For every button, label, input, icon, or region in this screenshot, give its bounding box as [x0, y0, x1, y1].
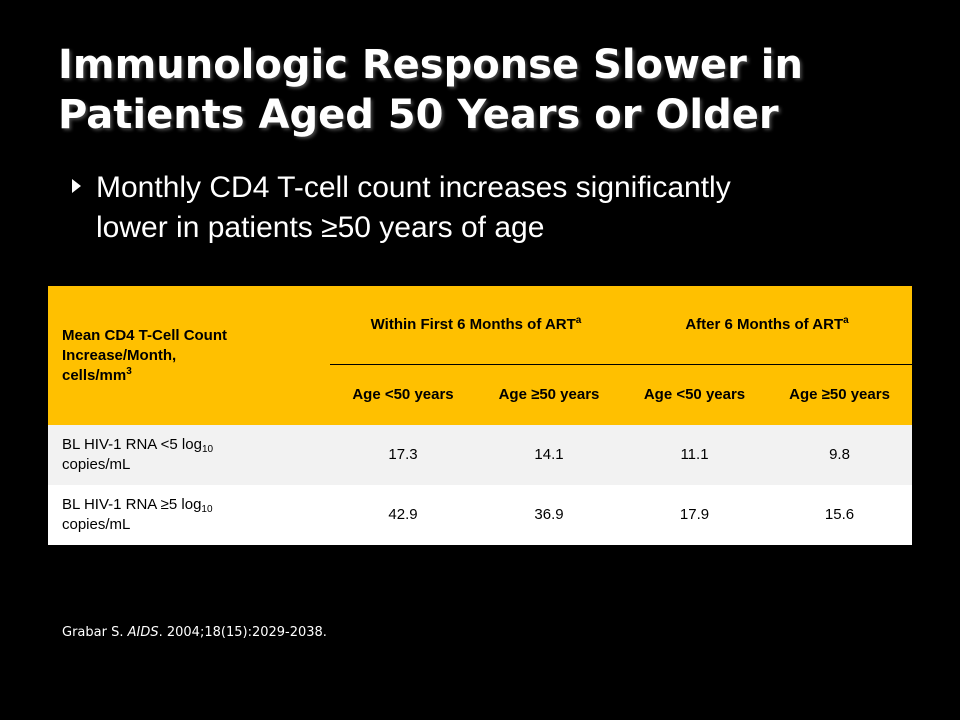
row-label-unit: copies/mL	[62, 456, 131, 473]
group-header-label: Within First 6 Months of ART	[370, 316, 576, 333]
subheader-cell: Age <50 years	[622, 364, 767, 425]
slide-title-line-1: Immunologic Response Slower in	[58, 42, 803, 88]
table-cell: 17.3	[330, 425, 476, 485]
citation-details: . 2004;18(15):2029-2038.	[158, 625, 327, 640]
table-cell: 42.9	[330, 485, 476, 545]
slide-title: Immunologic Response Slower in Patients …	[58, 40, 938, 140]
table-subheader-row: Age <50 years Age ≥50 years Age <50 year…	[48, 364, 913, 425]
row-label-subscript: 10	[201, 504, 213, 515]
slide-title-line-2: Patients Aged 50 Years or Older	[58, 92, 779, 138]
corner-header: Mean CD4 T-Cell Count Increase/Month, ce…	[48, 286, 330, 425]
row-label-subscript: 10	[201, 444, 214, 455]
row-label: BL HIV-1 RNA ≥5 log10 copies/mL	[48, 485, 330, 545]
bullet-text-line-1: Monthly CD4 T-cell count increases signi…	[96, 171, 731, 204]
group-header-footnote: a	[575, 315, 582, 326]
citation-author: Grabar S.	[62, 625, 128, 640]
subheader-cell: Age ≥50 years	[476, 364, 622, 425]
table-cell: 36.9	[476, 485, 622, 545]
bullet-text-line-2: lower in patients ≥50 years of age	[96, 211, 545, 244]
subheader-cell: Age <50 years	[330, 364, 476, 425]
subheader-cell: Age ≥50 years	[767, 364, 913, 425]
corner-header-line-1: Mean CD4 T-Cell Count	[62, 326, 228, 344]
group-header-footnote: a	[843, 315, 849, 326]
bullet-arrow-icon	[72, 179, 81, 193]
group-header-label: After 6 Months of ART	[685, 316, 844, 333]
row-label-text: BL HIV-1 RNA <5 log	[62, 436, 202, 453]
table-row: BL HIV-1 RNA <5 log10 copies/mL 17.3 14.…	[48, 425, 913, 485]
corner-header-superscript: 3	[126, 365, 132, 377]
table-cell: 17.9	[622, 485, 767, 545]
table-header-row: Mean CD4 T-Cell Count Increase/Month, ce…	[48, 286, 913, 425]
bullet-text: Monthly CD4 T-cell count increases signi…	[96, 168, 731, 248]
table-cell: 9.8	[767, 425, 913, 485]
row-label: BL HIV-1 RNA <5 log10 copies/mL	[48, 425, 330, 485]
cd4-increase-table: Mean CD4 T-Cell Count Increase/Month, ce…	[48, 286, 913, 545]
table-cell: 11.1	[622, 425, 767, 485]
group-header-first-6-months: Within First 6 Months of ARTa	[330, 286, 622, 365]
row-label-text: BL HIV-1 RNA ≥5 log	[62, 496, 202, 513]
corner-header-line-3: cells/mm	[62, 366, 127, 384]
table-cell: 15.6	[767, 485, 913, 545]
table-cell: 14.1	[476, 425, 622, 485]
corner-header-line-2: Increase/Month,	[62, 346, 177, 364]
table-row: BL HIV-1 RNA ≥5 log10 copies/mL 42.9 36.…	[48, 485, 913, 545]
row-label-unit: copies/mL	[62, 516, 131, 533]
group-header-after-6-months: After 6 Months of ARTa	[622, 286, 913, 365]
citation: Grabar S. AIDS. 2004;18(15):2029-2038.	[62, 625, 327, 640]
citation-journal: AIDS	[127, 625, 159, 640]
